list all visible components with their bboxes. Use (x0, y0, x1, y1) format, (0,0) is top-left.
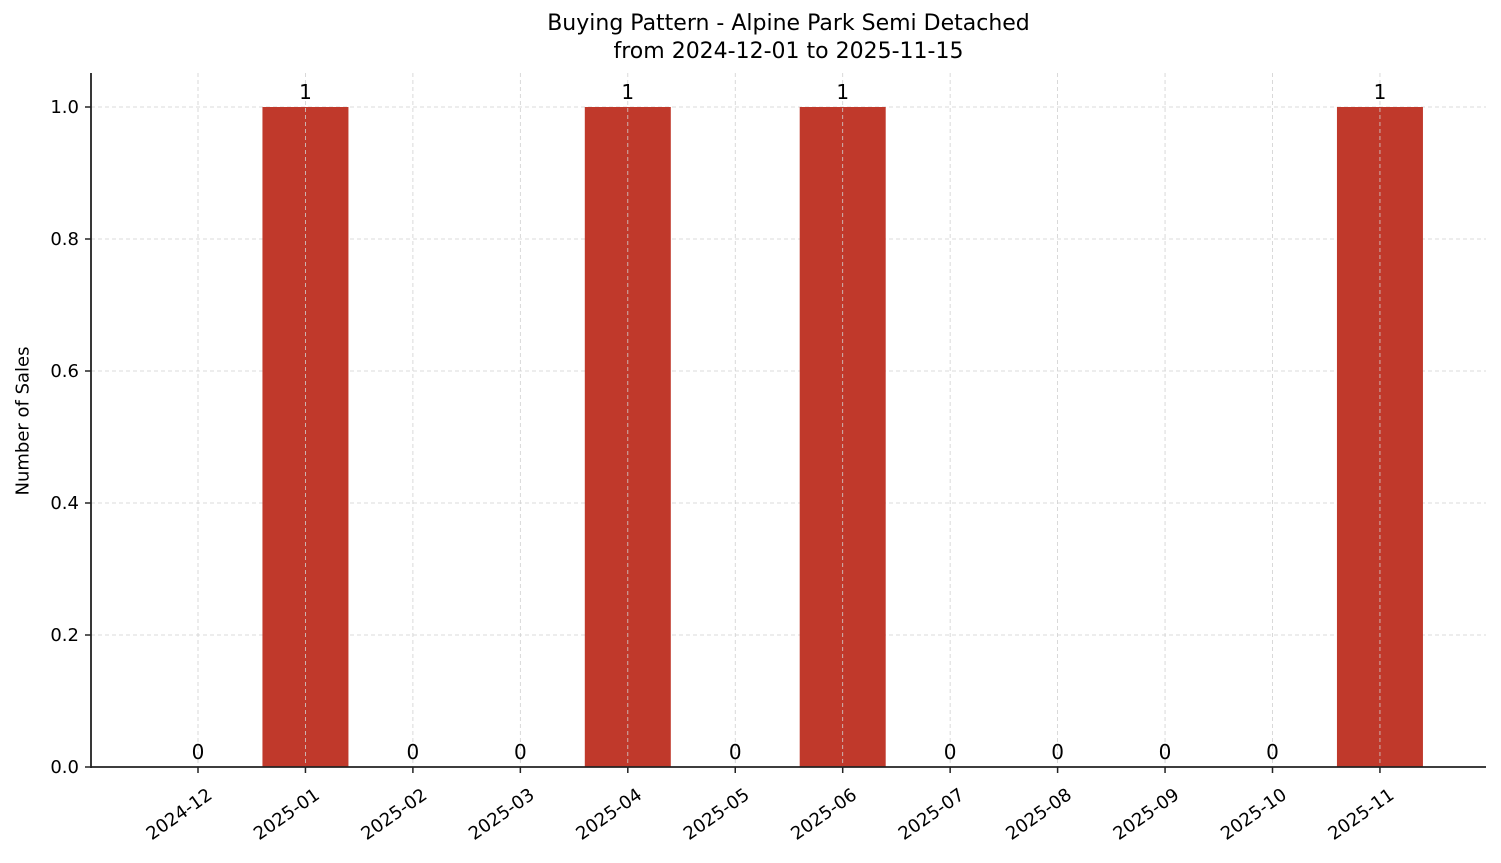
x-tick-label: 2025-01 (250, 784, 324, 844)
data-label: 0 (1159, 740, 1172, 764)
y-tick-label: 0.6 (50, 361, 79, 382)
data-label: 1 (1374, 80, 1387, 104)
x-tick-label: 2025-09 (1110, 784, 1184, 844)
y-tick-label: 0.2 (50, 625, 79, 646)
x-tick-label: 2025-03 (465, 784, 539, 844)
data-label: 0 (944, 740, 957, 764)
data-label: 0 (514, 740, 527, 764)
x-tick-label: 2025-10 (1217, 784, 1291, 844)
data-label: 1 (299, 80, 312, 104)
data-label: 0 (192, 740, 205, 764)
y-tick-label: 0.0 (50, 757, 79, 778)
y-tick-label: 0.4 (50, 493, 79, 514)
x-tick-label: 2025-07 (895, 784, 969, 844)
data-label: 0 (1266, 740, 1279, 764)
chart-subtitle: from 2024-12-01 to 2025-11-15 (613, 39, 964, 64)
x-tick-label: 2025-04 (572, 784, 646, 844)
x-tick-label: 2025-06 (787, 784, 861, 844)
data-label: 1 (836, 80, 849, 104)
data-label: 1 (621, 80, 634, 104)
x-tick-label: 2025-11 (1324, 784, 1398, 844)
y-tick-label: 1.0 (50, 97, 79, 118)
y-tick-label: 0.8 (50, 229, 79, 250)
x-tick-label: 2025-08 (1002, 784, 1076, 844)
data-label: 0 (729, 740, 742, 764)
x-tick-label: 2025-02 (357, 784, 431, 844)
chart-title-line1: Buying Pattern - Alpine Park Semi Detach… (547, 11, 1030, 36)
data-label: 0 (1051, 740, 1064, 764)
data-label: 0 (407, 740, 420, 764)
x-tick-label: 2024-12 (143, 784, 217, 844)
chart-title: Buying Pattern - Alpine Park Semi Detach… (0, 10, 1501, 66)
x-tick-label: 2025-05 (680, 784, 754, 844)
